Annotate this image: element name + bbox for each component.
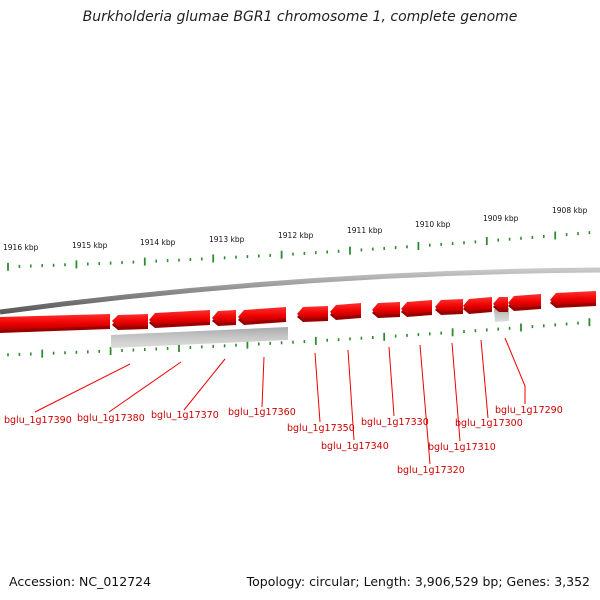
scale-label-1915: 1915 kbp [72, 241, 108, 250]
gene-label-bglu-1g17380[interactable]: bglu_1g17380 [77, 413, 145, 424]
gene-arrow[interactable] [372, 302, 400, 315]
scale-label-1912: 1912 kbp [278, 231, 314, 240]
gene-arrow[interactable] [238, 307, 286, 322]
gene-track [0, 291, 596, 333]
gene-arrow[interactable] [463, 297, 492, 311]
gene-arrow[interactable] [297, 306, 328, 319]
map-title: Burkholderia glumae BGR1 chromosome 1, c… [82, 9, 518, 25]
gene-arrow[interactable] [212, 310, 236, 323]
scale-label-1911: 1911 kbp [347, 226, 383, 235]
genome-summary-text: Topology: circular; Length: 3,906,529 bp… [246, 574, 590, 589]
scale-label-1908: 1908 kbp [552, 206, 588, 215]
gene-arrow[interactable] [330, 303, 361, 317]
gene-label-bglu-1g17320[interactable]: bglu_1g17320 [397, 465, 465, 476]
scale-label-1916: 1916 kbp [3, 243, 39, 252]
gene-arrow[interactable] [493, 297, 508, 309]
gene-label-bglu-1g17390[interactable]: bglu_1g17390 [4, 415, 72, 426]
scale-label-1910: 1910 kbp [415, 220, 451, 229]
scale-label-1913: 1913 kbp [209, 235, 245, 244]
gene-arrow[interactable] [401, 300, 432, 314]
gene-label-bglu-1g17330[interactable]: bglu_1g17330 [361, 417, 429, 428]
label-leaders [34, 337, 526, 465]
gene-arrow[interactable] [112, 314, 148, 327]
gene-arrow[interactable] [550, 291, 596, 305]
scale-label-1914: 1914 kbp [140, 238, 176, 247]
gene-label-bglu-1g17300[interactable]: bglu_1g17300 [455, 418, 523, 429]
gene-label-bglu-1g17360[interactable]: bglu_1g17360 [228, 407, 296, 418]
lower-scale-ticks [7, 318, 591, 358]
gene-label-bglu-1g17290[interactable]: bglu_1g17290 [495, 405, 563, 416]
accession-text: Accession: NC_012724 [9, 574, 152, 589]
gene-arrow[interactable] [508, 294, 541, 308]
gene-label-bglu-1g17310[interactable]: bglu_1g17310 [428, 442, 496, 453]
gene-label-bglu-1g17350[interactable]: bglu_1g17350 [287, 423, 355, 434]
scale-label-1909: 1909 kbp [483, 214, 519, 223]
upper-scale-ticks [7, 231, 591, 271]
backbone-arc [0, 267, 600, 315]
gene-arrow[interactable] [0, 314, 110, 330]
gene-label-bglu-1g17340[interactable]: bglu_1g17340 [321, 441, 389, 452]
pseudo-feature-long[interactable] [111, 327, 288, 348]
gene-arrow[interactable] [435, 299, 463, 312]
gene-arrow[interactable] [149, 310, 210, 325]
gene-label-bglu-1g17370[interactable]: bglu_1g17370 [151, 410, 219, 421]
